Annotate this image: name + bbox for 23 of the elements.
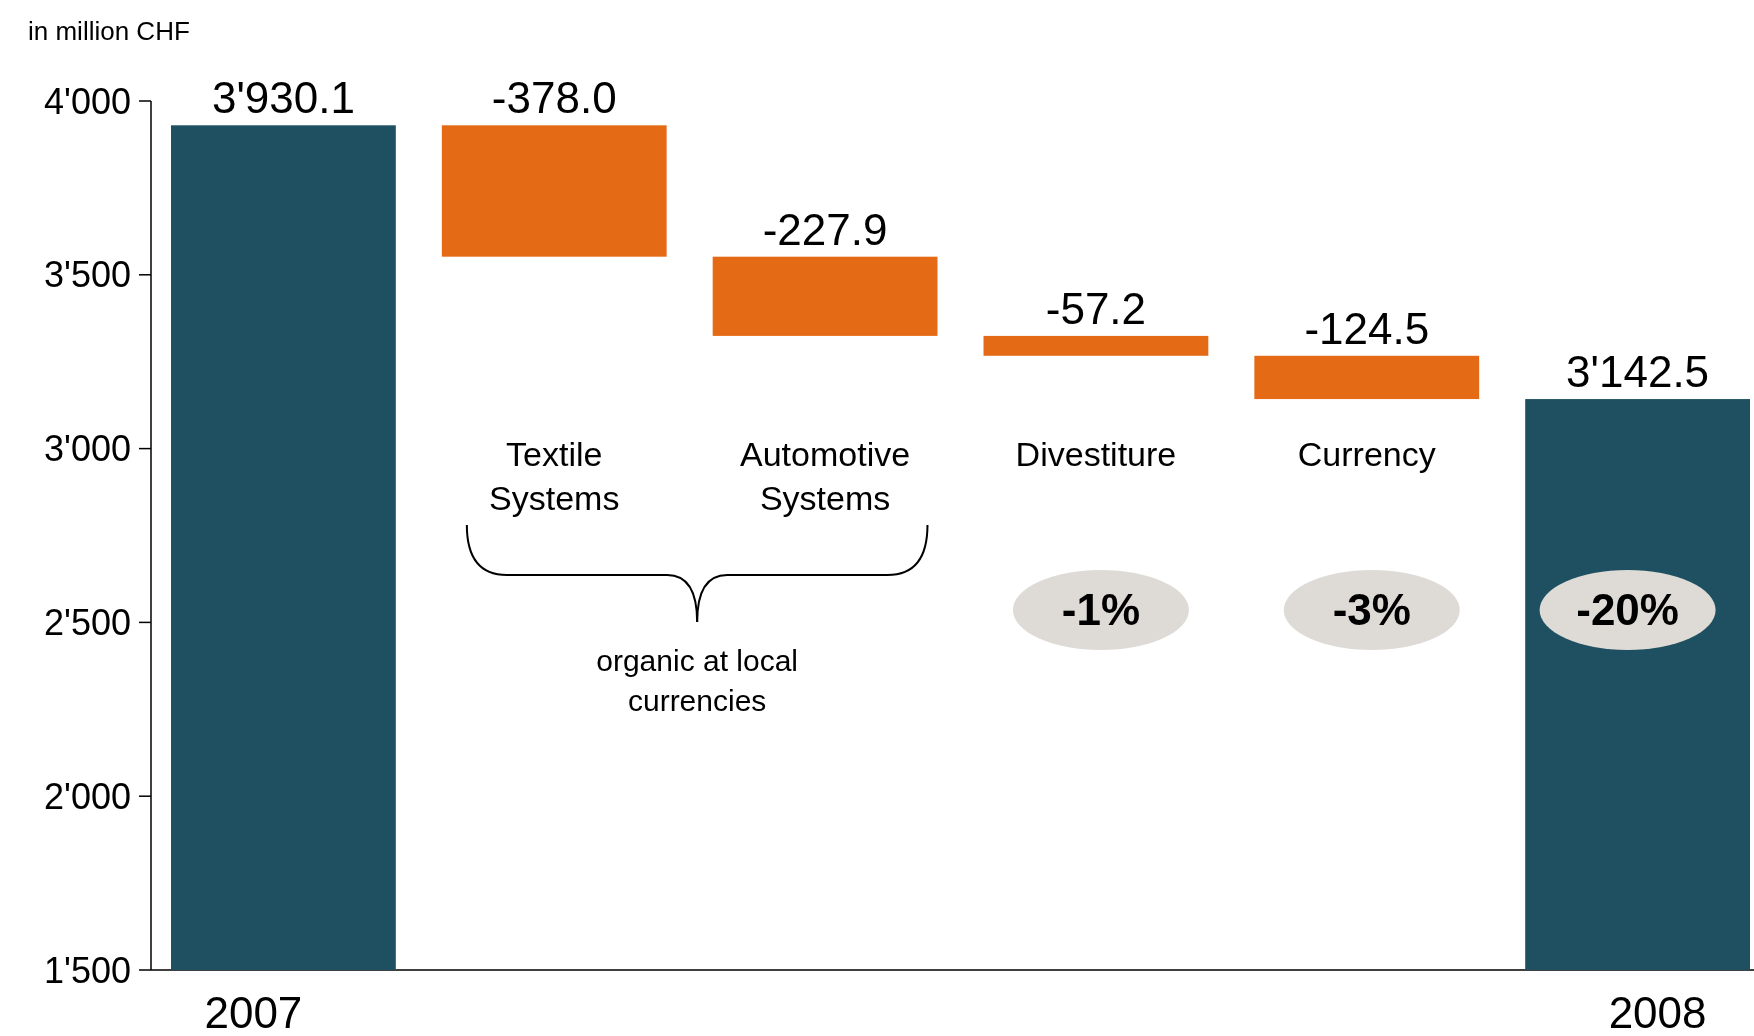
x-tick-label: Currency xyxy=(1297,434,1436,473)
data-label: -378.0 xyxy=(491,73,617,123)
x-tick-label: Automotive Systems xyxy=(740,434,911,517)
y-tick-label: 1'500 xyxy=(44,949,131,991)
annotation: organic at local currencies xyxy=(596,644,799,717)
y-tick-label: 2'500 xyxy=(44,602,131,643)
data-label: -124.5 xyxy=(1304,303,1430,353)
y-tick-label: 3'500 xyxy=(44,254,131,296)
x-tick-label: Divestiture xyxy=(1015,434,1177,473)
data-label: -57.2 xyxy=(1045,283,1147,333)
y-tick-label: 3'000 xyxy=(44,428,131,470)
y-axis-title: in million CHF xyxy=(28,16,190,46)
data-label: 3'930.1 xyxy=(211,73,355,123)
y-tick-label: 2'000 xyxy=(44,775,131,817)
x-tick-label: Textile Systems xyxy=(489,434,620,517)
x-tick-label: 2008 xyxy=(1608,988,1707,1036)
annotation: -20% xyxy=(1576,585,1679,635)
data-label: -227.9 xyxy=(762,204,888,254)
annotation: -1% xyxy=(1061,585,1141,635)
data-label: 3'142.5 xyxy=(1566,347,1710,397)
annotation: -3% xyxy=(1332,585,1411,635)
x-tick-label: 2007 xyxy=(204,988,303,1036)
y-tick-label: 4'000 xyxy=(44,80,131,122)
